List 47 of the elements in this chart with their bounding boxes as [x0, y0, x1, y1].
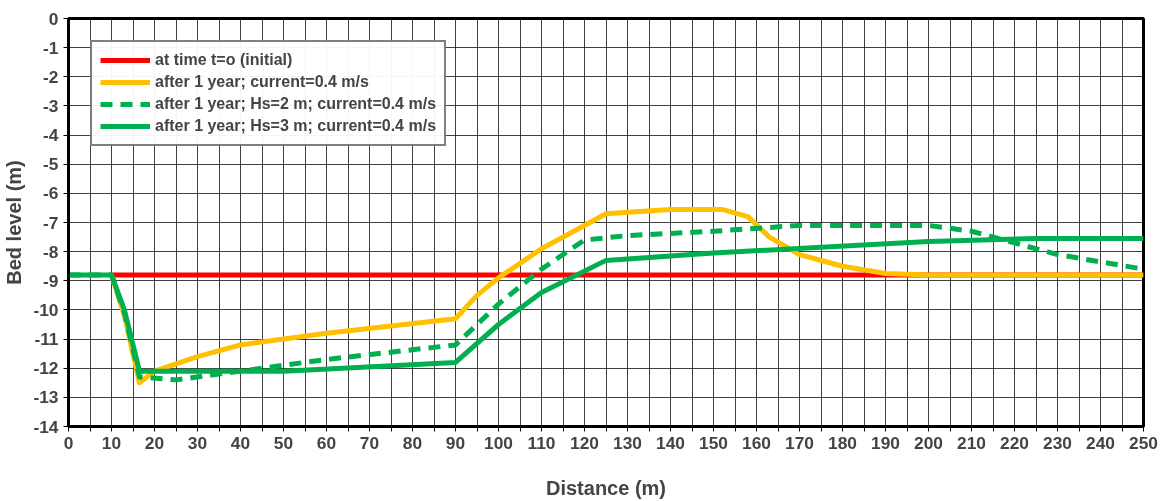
- x-tick-label: 90: [445, 432, 466, 453]
- x-tick-label: 200: [914, 432, 943, 453]
- y-tick-label: -3: [43, 95, 59, 116]
- x-tick-label: 120: [570, 432, 599, 453]
- y-tick-label: -1: [43, 37, 59, 58]
- x-tick-label: 240: [1086, 432, 1115, 453]
- y-tick-label: -8: [43, 241, 59, 262]
- x-tick-label: 40: [230, 432, 251, 453]
- x-tick-label: 160: [742, 432, 771, 453]
- x-tick-label: 180: [828, 432, 857, 453]
- x-tick-label: 250: [1129, 432, 1158, 453]
- legend-label: at time t=o (initial): [155, 50, 293, 70]
- y-tick-label: -11: [34, 329, 59, 350]
- x-tick-label: 60: [316, 432, 337, 453]
- x-tick-label: 190: [871, 432, 900, 453]
- y-tick-label: 0: [48, 8, 59, 29]
- x-tick-label: 20: [144, 432, 165, 453]
- legend-label: after 1 year; current=0.4 m/s: [155, 72, 369, 92]
- x-tick-label: 220: [1000, 432, 1029, 453]
- y-tick-label: -10: [33, 299, 59, 320]
- y-tick-label: -5: [43, 154, 59, 175]
- x-tick-label: 110: [527, 432, 556, 453]
- x-tick-label: 130: [613, 432, 642, 453]
- y-tick-label: -12: [33, 358, 59, 379]
- x-tick-label: 0: [63, 432, 74, 453]
- y-tick-label: -4: [43, 125, 59, 146]
- y-tick-label: -2: [43, 66, 59, 87]
- legend-label: after 1 year; Hs=3 m; current=0.4 m/s: [155, 116, 437, 136]
- x-tick-label: 100: [484, 432, 513, 453]
- y-tick-label: -13: [33, 387, 59, 408]
- x-tick-label: 80: [402, 432, 423, 453]
- y-tick-label: -9: [43, 270, 59, 291]
- x-tick-label: 10: [101, 432, 122, 453]
- y-axis-title: Bed level (m): [3, 160, 26, 285]
- legend-label: after 1 year; Hs=2 m; current=0.4 m/s: [155, 94, 437, 114]
- x-tick-label: 30: [187, 432, 208, 453]
- x-tick-label: 150: [699, 432, 728, 453]
- x-tick-label: 140: [656, 432, 685, 453]
- x-tick-label: 70: [359, 432, 380, 453]
- x-axis-title: Distance (m): [545, 476, 667, 499]
- x-tick-label: 50: [273, 432, 294, 453]
- x-tick-label: 170: [785, 432, 814, 453]
- y-tick-label: -7: [43, 212, 59, 233]
- x-tick-label: 230: [1043, 432, 1072, 453]
- y-tick-label: -14: [33, 416, 59, 437]
- x-tick-label: 210: [957, 432, 986, 453]
- y-tick-label: -6: [43, 183, 59, 204]
